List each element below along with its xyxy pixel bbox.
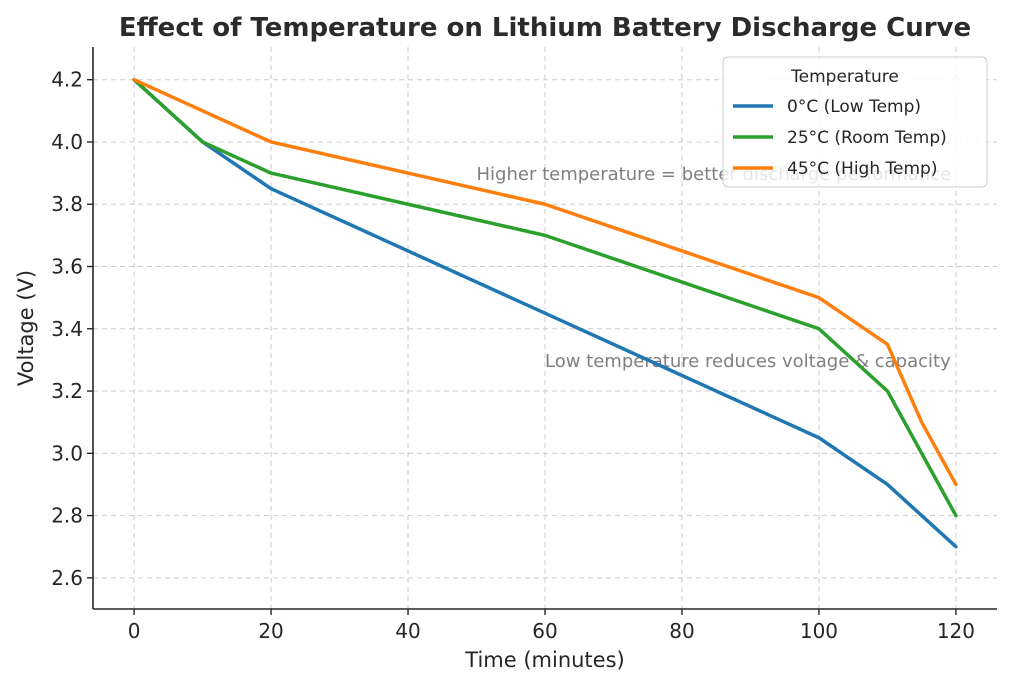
legend-label: 0°C (Low Temp) [787,97,921,117]
chart-title: Effect of Temperature on Lithium Battery… [119,13,971,43]
tick-labels: 0 20 40 60 80 100 120 2.6 2.8 3.0 3.2 3.4 3.6 3.8 4.0 4… [51,68,975,643]
x-tick-label: 20 [258,619,283,643]
y-tick-label: 3.4 [51,317,83,341]
series-line-45c [132,77,958,487]
legend-label: 25°C (Room Temp) [787,128,947,148]
legend-frame [722,56,988,188]
series-lines [132,77,958,549]
legend: Temperature 0°C (Low Temp) 25°C (Room Temp… [722,56,988,188]
legend-label: 45°C (High Temp) [787,159,937,179]
y-tick-label: 2.6 [51,566,83,590]
y-tick-label: 3.8 [51,192,83,216]
x-tick-label: 120 [937,619,975,643]
legend-title: Temperature [790,67,899,87]
y-axis-label: Voltage (V) [14,270,38,386]
x-tick-label: 40 [395,619,420,643]
series-line-25c [132,77,958,518]
series-line-0c [132,77,958,549]
y-tick-label: 3.6 [51,255,83,279]
axes [87,47,997,615]
y-tick-label: 4.2 [51,68,83,92]
y-tick-label: 3.2 [51,379,83,403]
x-tick-label: 100 [800,619,838,643]
x-tick-label: 60 [532,619,557,643]
x-tick-label: 0 [128,619,141,643]
y-tick-label: 4.0 [51,130,83,154]
x-tick-label: 80 [669,619,694,643]
y-tick-label: 2.8 [51,504,83,528]
y-tick-label: 3.0 [51,441,83,465]
x-axis-label: Time (minutes) [464,648,624,672]
